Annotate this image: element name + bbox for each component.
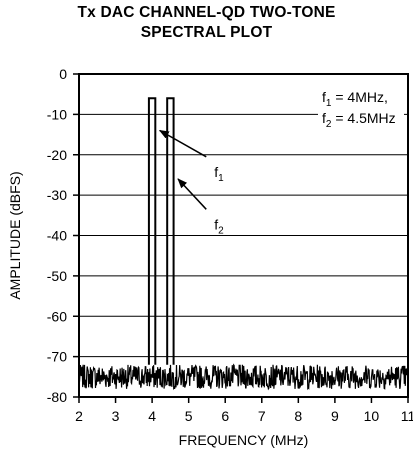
label-subscript: 2	[218, 225, 224, 236]
x-tick-label: 5	[185, 408, 193, 424]
x-tick-label: 2	[75, 408, 83, 424]
x-tick-label: 8	[294, 408, 302, 424]
x-tick-label: 9	[331, 408, 339, 424]
y-tick-label: -50	[47, 268, 67, 284]
chart-title-line-2: SPECTRAL PLOT	[140, 24, 273, 41]
x-tick-label: 6	[221, 408, 229, 424]
y-axis-label: AMPLITUDE (dBFS)	[7, 171, 23, 299]
label-f1: f1	[214, 164, 224, 184]
y-tick-label: -40	[47, 228, 67, 244]
tone-peak-f2	[166, 97, 175, 365]
x-tick-label: 11	[401, 408, 413, 424]
noise-floor	[78, 363, 409, 391]
y-tick-label: -70	[47, 349, 67, 365]
tone-f1	[147, 97, 157, 365]
x-tick-label: 10	[364, 408, 380, 424]
label-f2: f2	[214, 216, 224, 236]
x-axis-label: FREQUENCY (MHz)	[179, 432, 309, 448]
tone-f2	[166, 97, 175, 365]
x-tick-label: 3	[112, 408, 120, 424]
y-tick-label: -80	[47, 389, 67, 405]
y-axis-ticks: 0 -10 -20 -30 -40 -50 -60 -70 -80	[47, 66, 79, 405]
x-tick-label: 4	[148, 408, 156, 424]
legend-box	[318, 84, 404, 130]
label-subscript: 1	[218, 173, 224, 184]
y-tick-label: -60	[47, 308, 67, 324]
tone-peak-f1	[147, 97, 157, 365]
annotations: f1 f2	[158, 129, 224, 236]
legend: f1 = 4MHz,f2 = 4.5MHz	[318, 84, 404, 130]
legend-f1: f1 = 4MHz,	[322, 89, 388, 109]
x-tick-label: 7	[258, 408, 266, 424]
x-axis-ticks: 2 3 4 5 6 7 8 9 10 11	[75, 397, 413, 424]
legend-subscript: 1	[326, 98, 332, 109]
y-tick-label: -10	[47, 106, 67, 122]
arrow-f1	[158, 129, 207, 158]
noise-floor-trace	[78, 363, 409, 391]
arrow-f2	[177, 178, 207, 210]
chart-title-line-1: Tx DAC CHANNEL-QD TWO-TONE	[77, 4, 336, 21]
grid-lines	[79, 113, 408, 358]
y-tick-label: -20	[47, 147, 67, 163]
y-tick-label: 0	[59, 66, 67, 82]
legend-subscript: 2	[326, 119, 332, 130]
legend-value: = 4MHz,	[331, 89, 387, 105]
legend-value: = 4.5MHz	[331, 110, 395, 126]
tone-peaks	[147, 97, 175, 365]
y-tick-label: -30	[47, 187, 67, 203]
legend-f2: f2 = 4.5MHz	[322, 110, 396, 130]
